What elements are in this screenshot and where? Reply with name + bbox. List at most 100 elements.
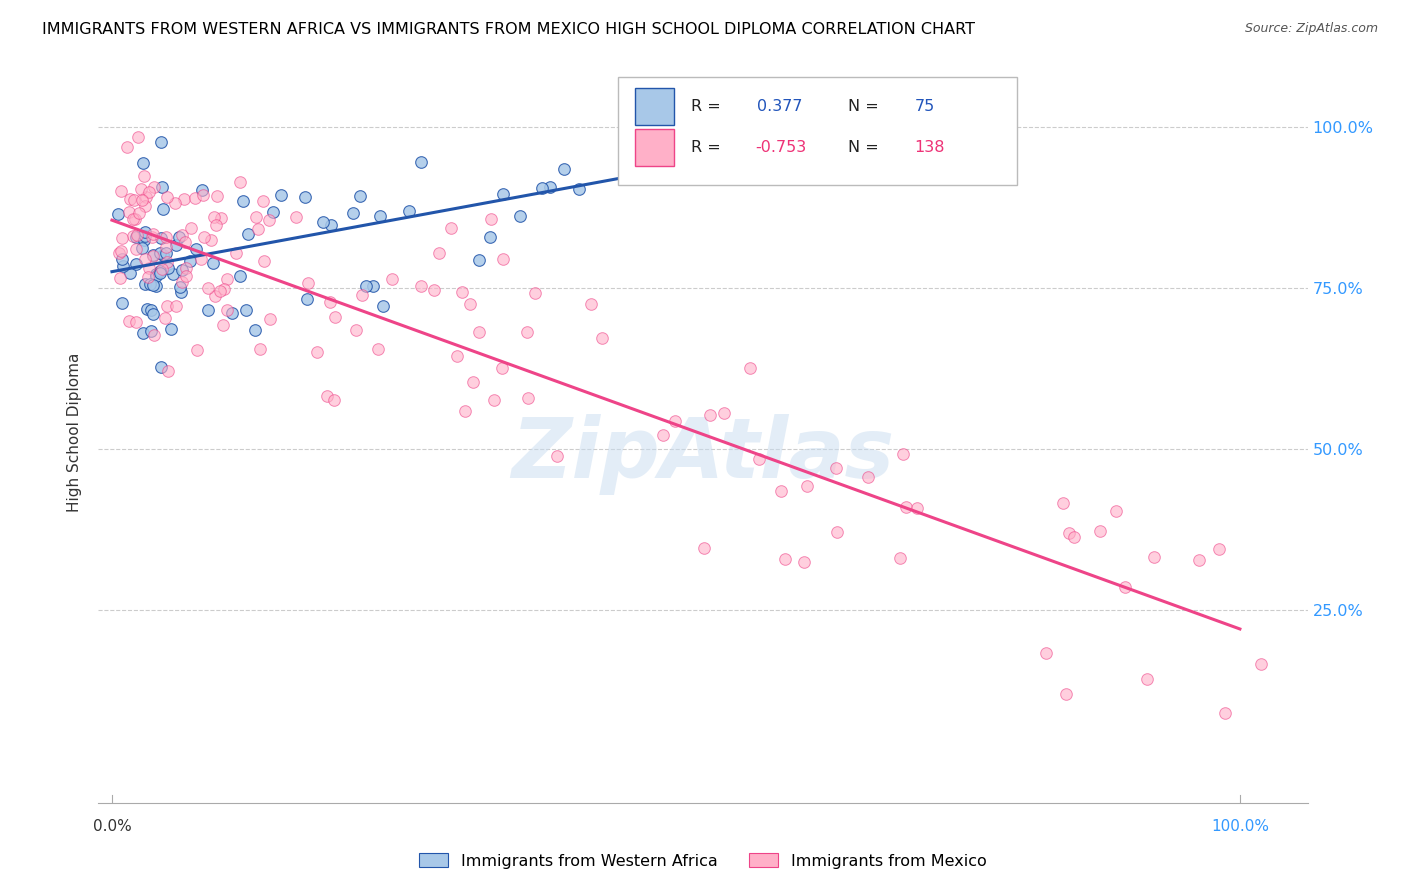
Point: [349, 189, 371, 203]
Point: [150, 359, 173, 374]
Point: [170, 263, 193, 277]
Point: [285, 210, 308, 224]
Point: [1136, 672, 1159, 686]
Point: [184, 191, 207, 205]
Point: [134, 252, 156, 266]
Point: [167, 230, 190, 244]
Point: [492, 252, 515, 266]
Point: [463, 375, 485, 389]
Point: [318, 295, 340, 310]
Point: [204, 289, 226, 303]
Point: [889, 551, 911, 566]
Point: [1143, 549, 1166, 564]
Point: [235, 303, 257, 318]
Point: [122, 229, 145, 244]
Point: [468, 325, 491, 339]
Point: [481, 212, 503, 227]
Point: [380, 272, 402, 286]
Point: [138, 185, 160, 199]
Point: [1114, 580, 1136, 594]
Point: [128, 205, 150, 219]
Point: [651, 427, 673, 442]
Point: [170, 285, 193, 300]
Point: [664, 414, 686, 428]
Point: [125, 242, 148, 256]
Point: [568, 182, 591, 196]
Point: [127, 130, 149, 145]
Point: [156, 255, 179, 269]
Point: [581, 297, 603, 311]
Point: [139, 277, 162, 292]
Point: [157, 260, 180, 275]
Point: [141, 324, 163, 338]
Point: [492, 187, 515, 202]
Point: [190, 252, 212, 266]
Point: [297, 276, 319, 290]
FancyBboxPatch shape: [636, 129, 673, 166]
Point: [138, 260, 160, 275]
Point: [1088, 524, 1111, 539]
Point: [221, 306, 243, 320]
Point: [212, 318, 235, 332]
Point: [478, 229, 501, 244]
Point: [699, 408, 721, 422]
Point: [252, 194, 274, 208]
Point: [118, 313, 141, 327]
Point: [141, 230, 163, 244]
Point: [149, 135, 172, 149]
Point: [145, 279, 167, 293]
Point: [363, 279, 385, 293]
Text: N =: N =: [848, 140, 879, 155]
Point: [191, 183, 214, 197]
Point: [111, 296, 134, 310]
Point: [905, 500, 928, 515]
Point: [215, 272, 238, 286]
Point: [229, 269, 252, 284]
Point: [270, 188, 292, 202]
Point: [209, 284, 232, 298]
Point: [368, 209, 391, 223]
Point: [145, 269, 167, 284]
Point: [155, 246, 177, 260]
Point: [142, 278, 165, 293]
Point: [111, 252, 134, 266]
Point: [107, 206, 129, 220]
Point: [824, 461, 846, 475]
Point: [184, 243, 207, 257]
Point: [891, 447, 914, 461]
Point: [149, 246, 172, 260]
Point: [125, 257, 148, 271]
Point: [139, 302, 162, 317]
Point: [135, 190, 157, 204]
Point: [323, 310, 346, 325]
Point: [446, 349, 468, 363]
Point: [773, 552, 796, 566]
Point: [1035, 646, 1057, 660]
Text: 100.0%: 100.0%: [1211, 819, 1268, 834]
Point: [257, 212, 280, 227]
Point: [429, 245, 451, 260]
Point: [342, 206, 364, 220]
Text: Source: ZipAtlas.com: Source: ZipAtlas.com: [1244, 22, 1378, 36]
Point: [134, 277, 156, 292]
Point: [738, 360, 761, 375]
Legend: Immigrants from Western Africa, Immigrants from Mexico: Immigrants from Western Africa, Immigran…: [413, 847, 993, 875]
Point: [172, 275, 194, 289]
Point: [127, 227, 149, 242]
Point: [197, 302, 219, 317]
Point: [546, 449, 568, 463]
Point: [155, 240, 177, 254]
Point: [142, 307, 165, 321]
Point: [531, 181, 554, 195]
Point: [827, 524, 849, 539]
Point: [319, 218, 342, 232]
Point: [124, 315, 146, 329]
Point: [150, 180, 173, 194]
Point: [440, 220, 463, 235]
Point: [509, 209, 531, 223]
Point: [149, 266, 172, 280]
Point: [142, 249, 165, 263]
Point: [249, 343, 271, 357]
Point: [693, 541, 716, 556]
Point: [1187, 553, 1209, 567]
